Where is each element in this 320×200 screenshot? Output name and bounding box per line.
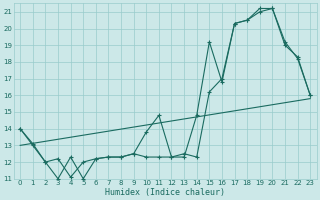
X-axis label: Humidex (Indice chaleur): Humidex (Indice chaleur) xyxy=(105,188,225,197)
